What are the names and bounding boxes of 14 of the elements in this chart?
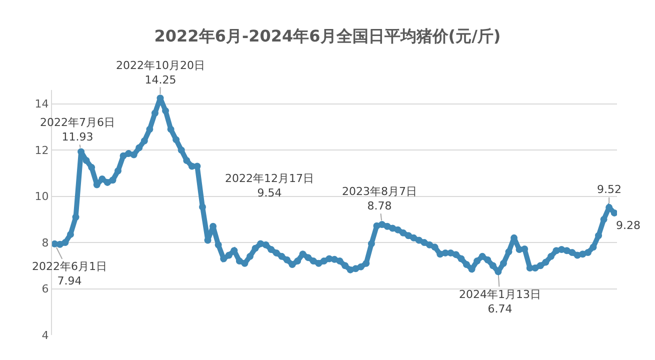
annotation: 2022年10月20日 14.25 xyxy=(116,59,205,86)
y-tick-label: 12 xyxy=(34,144,49,157)
annotation: 2023年8月7日 8.78 xyxy=(342,185,417,212)
y-tick-label: 4 xyxy=(42,328,49,342)
annotation: 9.28 xyxy=(616,219,640,232)
y-tick-label: 14 xyxy=(34,98,49,111)
chart-title: 2022年6月-2024年6月全国日平均猪价(元/斤) xyxy=(154,26,501,46)
annotation: 2022年7月6日 11.93 xyxy=(40,116,115,144)
y-tick-label: 10 xyxy=(34,190,49,204)
annotation: 2022年12月17日 9.54 xyxy=(225,172,314,200)
y-tick-label: 8 xyxy=(42,236,49,250)
y-tick-label: 6 xyxy=(42,282,49,296)
annotation: 2024年1月13日 6.74 xyxy=(459,288,541,316)
annotation: 9.52 xyxy=(597,183,622,196)
